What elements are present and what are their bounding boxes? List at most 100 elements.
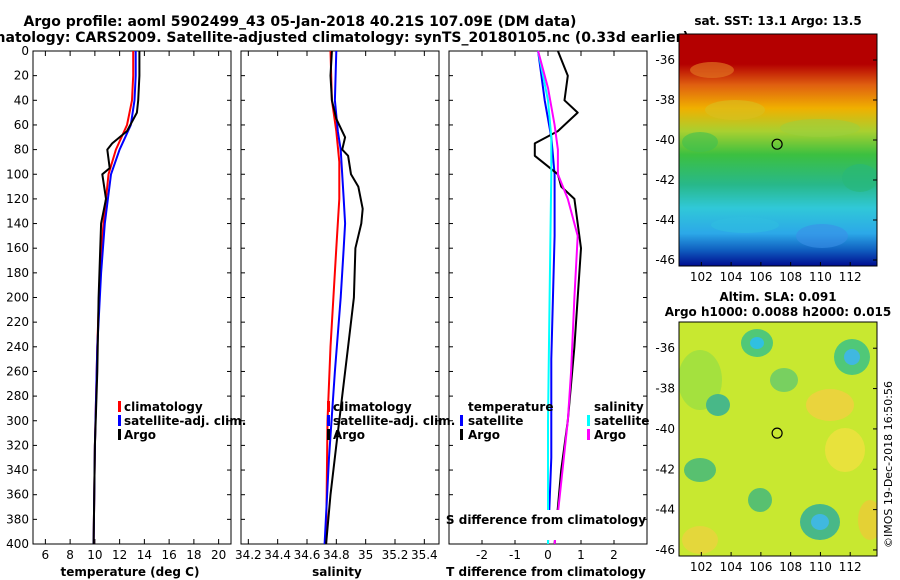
legend-label-climatology: climatology xyxy=(124,400,203,414)
map-lat-tick-label: -40 xyxy=(655,133,675,147)
map-lat-tick-label: -40 xyxy=(655,422,675,436)
legend-label-satellite-adj: satellite-adj. clim. xyxy=(333,414,455,428)
argo-location-marker xyxy=(771,138,783,150)
sla-eddy xyxy=(684,458,716,482)
map-lon-tick-label: 108 xyxy=(779,560,802,574)
map-lon-tick-label: 102 xyxy=(690,560,713,574)
sla-map-title: Altim. SLA: 0.091 xyxy=(719,290,836,304)
sla-eddy-core xyxy=(844,349,860,365)
sst-map-frame xyxy=(678,33,878,267)
temperature-legend: climatology satellite-adj. clim. Argo xyxy=(118,400,246,442)
temperature-plot-frame xyxy=(32,50,232,545)
map-lat-tick-label: -38 xyxy=(655,93,675,107)
salinity-series xyxy=(323,50,364,545)
x-tick-label: 34.4 xyxy=(264,548,291,562)
sst-map-title: sat. SST: 13.1 Argo: 13.5 xyxy=(694,14,861,28)
difference-legend: temperature satellite Argo salinity sate… xyxy=(460,400,649,442)
map-lat-tick-label: -42 xyxy=(655,173,675,187)
depth-tick-label: 300 xyxy=(6,414,29,428)
legend-label-satellite-adj: satellite-adj. clim. xyxy=(124,414,246,428)
sst-cool-patch xyxy=(711,217,779,233)
map-lon-tick-label: 102 xyxy=(690,270,713,284)
salinity-axis-label: salinity xyxy=(312,565,362,579)
map-lon-tick-label: 112 xyxy=(839,270,862,284)
depth-tick-label: 160 xyxy=(6,241,29,255)
x-tick-label: -1 xyxy=(509,548,521,562)
legend-swatch-t-satellite xyxy=(460,415,463,426)
depth-tick-label: 220 xyxy=(6,315,29,329)
map-lon-tick-label: 110 xyxy=(809,560,832,574)
imos-credit: ©IMOS 19-Dec-2018 16:50:56 xyxy=(882,381,895,548)
map-lon-tick-label: 110 xyxy=(809,270,832,284)
depth-tick-label: 140 xyxy=(6,217,29,231)
salinity-x-axis: 34.2 34.4 34.6 34.8 35 35.2 35.4 xyxy=(235,51,438,562)
x-tick-label: 10 xyxy=(87,548,102,562)
sla-eddy xyxy=(706,394,730,416)
legend-label-t-argo: Argo xyxy=(468,428,500,442)
map-lat-tick-label: -42 xyxy=(655,462,675,476)
depth-tick-label: 380 xyxy=(6,512,29,526)
series-line-satellite-adj-clim- xyxy=(323,50,347,545)
sst-warm-patch xyxy=(705,100,765,120)
depth-tick-label: 320 xyxy=(6,438,29,452)
sla-map-frame xyxy=(678,321,878,557)
x-tick-label: -2 xyxy=(476,548,488,562)
sla-map-texture xyxy=(679,329,877,554)
legend-title-salinity: salinity xyxy=(594,400,644,414)
depth-tick-label: 260 xyxy=(6,364,29,378)
x-tick-label: 14 xyxy=(137,548,152,562)
t-difference-axis-label: T difference from climatology xyxy=(446,565,646,579)
s-difference-axis-backdrop xyxy=(455,510,641,540)
legend-label-argo: Argo xyxy=(333,428,365,442)
sla-map-subtitle: Argo h1000: 0.0088 h2000: 0.015 xyxy=(665,305,892,319)
depth-tick-label: 360 xyxy=(6,488,29,502)
series-line-argo xyxy=(325,50,364,545)
sst-patch xyxy=(682,132,718,152)
sst-cool-patch xyxy=(796,224,848,248)
sla-map-axes: 102 104 106 108 110 112 -36 -38 -40 -42 -44 -46 xyxy=(655,341,877,574)
map-lat-tick-label: -38 xyxy=(655,382,675,396)
x-tick-label: 20 xyxy=(211,548,226,562)
series-line-s-satellite xyxy=(537,50,553,544)
series-line-climatology xyxy=(325,50,341,545)
salinity-legend: climatology satellite-adj. clim. Argo xyxy=(327,400,455,442)
map-lat-tick-label: -44 xyxy=(655,503,675,517)
depth-tick-label: 400 xyxy=(6,537,29,551)
map-lon-tick-label: 106 xyxy=(749,270,772,284)
temperature-series xyxy=(92,51,141,545)
legend-label-argo: Argo xyxy=(124,428,156,442)
sla-patch xyxy=(679,350,722,410)
figure-title: Argo profile: aoml 5902499_43 05-Jan-201… xyxy=(24,14,577,30)
series-line-t-satellite xyxy=(537,50,556,545)
depth-tick-label: 80 xyxy=(14,143,29,157)
depth-tick-label: 280 xyxy=(6,389,29,403)
map-lat-tick-label: -44 xyxy=(655,213,675,227)
legend-title-temperature: temperature xyxy=(468,400,553,414)
map-lat-tick-label: -46 xyxy=(655,253,675,267)
depth-tick-label: 0 xyxy=(21,44,29,58)
sla-map xyxy=(678,321,878,557)
series-line-s-argo xyxy=(537,50,579,545)
map-lon-tick-label: 104 xyxy=(720,560,743,574)
sla-high xyxy=(825,428,865,472)
x-tick-label: 12 xyxy=(112,548,127,562)
depth-tick-label: 100 xyxy=(6,167,29,181)
legend-label-s-satellite: satellite xyxy=(594,414,649,428)
legend-label-s-argo: Argo xyxy=(594,428,626,442)
x-tick-label: 0 xyxy=(544,548,552,562)
depth-tick-label: 200 xyxy=(6,291,29,305)
sla-eddy xyxy=(748,488,772,512)
x-tick-label: 34.2 xyxy=(235,548,262,562)
depth-tick-label: 20 xyxy=(14,69,29,83)
figure-subtitle: Climatology: CARS2009. Satellite-adjuste… xyxy=(0,30,689,46)
x-tick-label: 34.8 xyxy=(323,548,350,562)
s-difference-axis-label: S difference from climatology xyxy=(446,513,646,527)
sst-map-axes: 102 104 106 108 110 112 -36 -38 -40 -42 -44 -46 xyxy=(655,53,877,284)
sla-eddy-core xyxy=(750,337,764,349)
map-lon-tick-label: 104 xyxy=(720,270,743,284)
legend-label-t-satellite: satellite xyxy=(468,414,523,428)
depth-tick-label: 120 xyxy=(6,192,29,206)
depth-tick-label: 340 xyxy=(6,463,29,477)
legend-swatch-satellite-adj xyxy=(118,415,121,426)
